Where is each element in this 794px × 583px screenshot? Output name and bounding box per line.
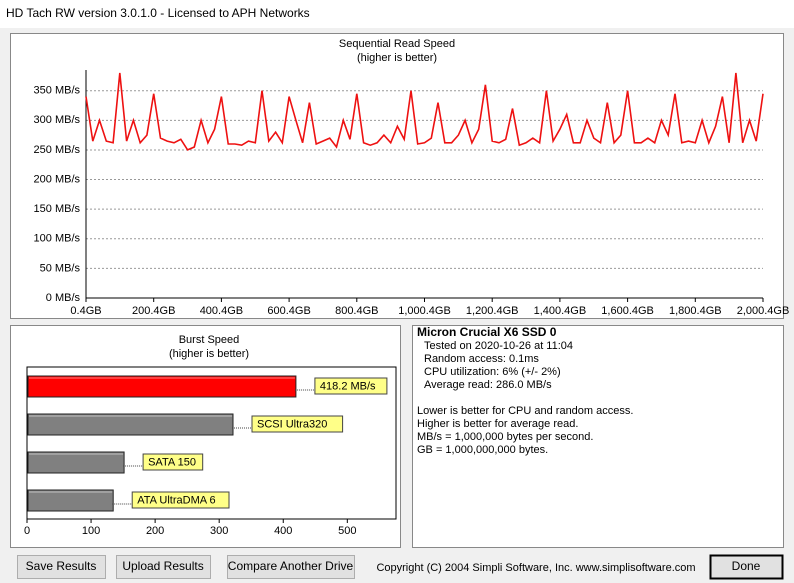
- x-tick-label: 500: [338, 525, 356, 537]
- chart-subtitle: (higher is better): [357, 52, 437, 64]
- drive-name: Micron Crucial X6 SSD 0: [417, 325, 557, 339]
- y-tick-label: 250 MB/s: [34, 144, 81, 156]
- info-note: Higher is better for average read.: [417, 418, 578, 430]
- button[interactable]: Upload Results: [117, 556, 211, 579]
- info-note: MB/s = 1,000,000 bytes per second.: [417, 431, 593, 443]
- x-tick-label: 400.4GB: [200, 305, 243, 317]
- x-tick-label: 0.4GB: [70, 305, 101, 317]
- button-label[interactable]: Compare Another Drive: [228, 559, 354, 573]
- info-line: CPU utilization: 6% (+/- 2%): [424, 366, 561, 378]
- chart-title: Sequential Read Speed: [339, 38, 455, 50]
- y-tick-label: 300 MB/s: [34, 114, 81, 126]
- info-line: Random access: 0.1ms: [424, 353, 539, 365]
- button[interactable]: Compare Another Drive: [228, 556, 355, 579]
- value-label: 418.2 MB/s: [320, 380, 376, 392]
- x-tick-label: 1,000.4GB: [398, 305, 451, 317]
- chart-title: Burst Speed: [179, 334, 240, 346]
- x-tick-label: 800.4GB: [335, 305, 378, 317]
- read-panel: [11, 34, 784, 319]
- bar: [28, 452, 124, 473]
- x-tick-label: 1,800.4GB: [669, 305, 722, 317]
- x-tick-label: 1,400.4GB: [534, 305, 587, 317]
- window-title: HD Tach RW version 3.0.1.0 - Licensed to…: [6, 6, 310, 20]
- button-label[interactable]: Save Results: [26, 559, 97, 573]
- x-tick-label: 300: [210, 525, 228, 537]
- x-tick-label: 600.4GB: [267, 305, 310, 317]
- x-tick-label: 200: [146, 525, 164, 537]
- y-tick-label: 150 MB/s: [34, 203, 81, 215]
- category-label: SCSI Ultra320: [257, 418, 327, 430]
- y-tick-label: 100 MB/s: [34, 233, 81, 245]
- copyright: Copyright (C) 2004 Simpli Software, Inc.…: [376, 562, 695, 574]
- bar: [28, 414, 233, 435]
- category-label: SATA 150: [148, 456, 196, 468]
- category-label: ATA UltraDMA 6: [137, 494, 215, 506]
- y-tick-label: 50 MB/s: [40, 262, 81, 274]
- bar: [28, 490, 113, 511]
- button[interactable]: Save Results: [18, 556, 106, 579]
- x-tick-label: 2,000.4GB: [737, 305, 790, 317]
- info-note: GB = 1,000,000,000 bytes.: [417, 444, 548, 456]
- x-tick-label: 0: [24, 525, 30, 537]
- chart-subtitle: (higher is better): [169, 348, 249, 360]
- x-tick-label: 1,200.4GB: [466, 305, 519, 317]
- x-tick-label: 200.4GB: [132, 305, 175, 317]
- y-tick-label: 200 MB/s: [34, 173, 81, 185]
- x-tick-label: 400: [274, 525, 292, 537]
- button-label[interactable]: Done: [732, 559, 761, 573]
- x-tick-label: 100: [82, 525, 100, 537]
- info-line: Average read: 286.0 MB/s: [424, 379, 552, 391]
- button[interactable]: Done: [711, 556, 783, 579]
- bar: [28, 376, 296, 397]
- y-tick-label: 0 MB/s: [46, 292, 81, 304]
- button-label[interactable]: Upload Results: [122, 559, 203, 573]
- y-tick-label: 350 MB/s: [34, 85, 81, 97]
- x-tick-label: 1,600.4GB: [601, 305, 654, 317]
- info-note: Lower is better for CPU and random acces…: [417, 405, 633, 417]
- info-line: Tested on 2020-10-26 at 11:04: [424, 340, 573, 352]
